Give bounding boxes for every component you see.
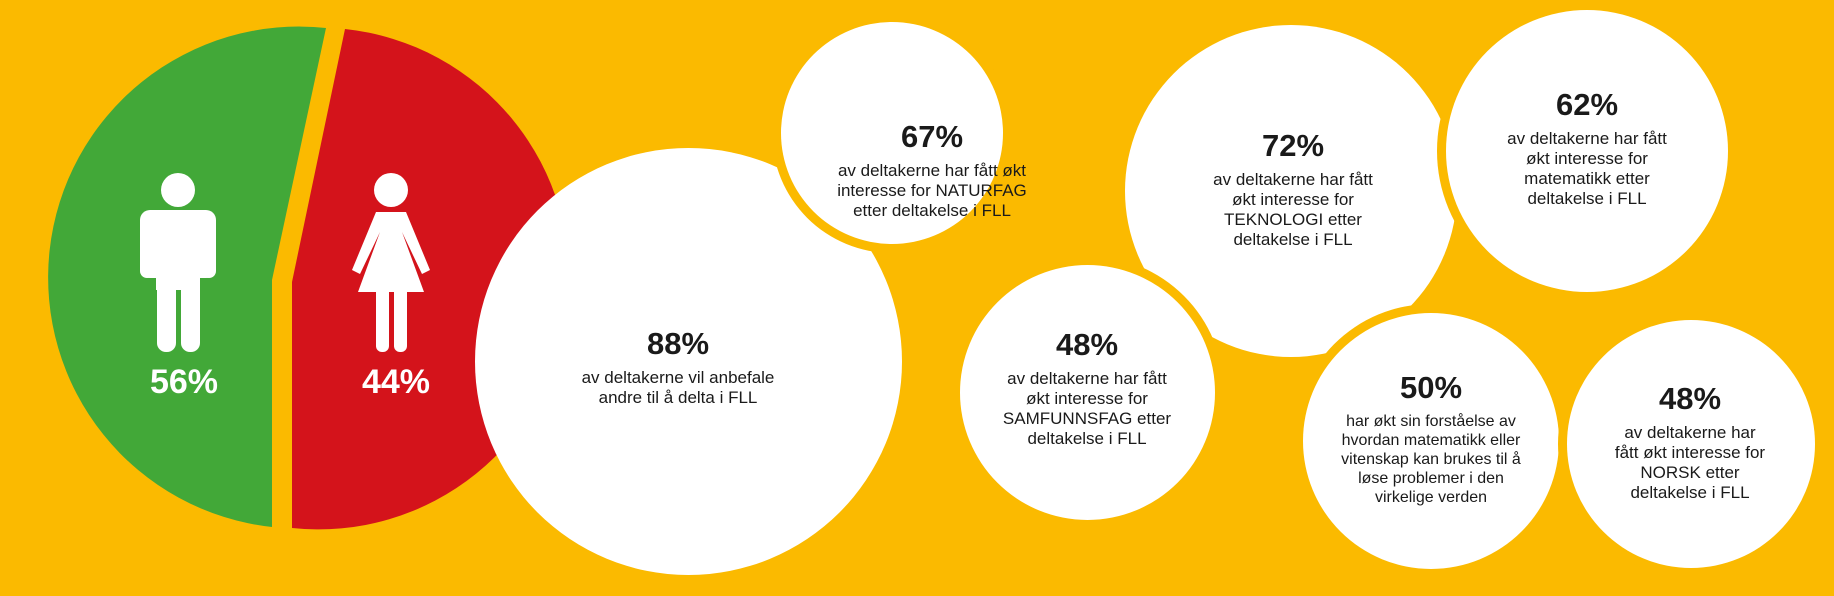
gender-pie-chart: 56% 44% bbox=[48, 26, 570, 530]
stat-description: av deltakerne har fått økt interesse for… bbox=[1213, 170, 1373, 249]
stat-percent: 88% bbox=[646, 326, 710, 361]
stat-percent: 48% bbox=[1658, 381, 1722, 416]
stat-matematikk: 62% av deltakerne har fått økt interesse… bbox=[1502, 87, 1672, 209]
stat-percent: 67% bbox=[900, 119, 964, 154]
stat-description: av deltakerne har fått økt interesse for… bbox=[1507, 129, 1667, 208]
stat-samfunnsfag: 48% av deltakerne har fått økt interesse… bbox=[997, 327, 1177, 449]
stat-percent: 62% bbox=[1555, 87, 1619, 122]
stat-bubble-norsk bbox=[1567, 320, 1815, 568]
female-person-icon bbox=[352, 173, 430, 352]
stat-teknologi: 72% av deltakerne har fått økt interesse… bbox=[1205, 128, 1381, 250]
stat-description: har økt sin forståelse av hvordan matema… bbox=[1341, 413, 1521, 506]
stat-norsk: 48% av deltakerne har fått økt interesse… bbox=[1614, 381, 1766, 503]
stat-bubble-naturfag bbox=[781, 22, 1003, 244]
stat-percent: 72% bbox=[1261, 128, 1325, 163]
stat-description: av deltakerne vil anbefale andre til å d… bbox=[581, 368, 775, 407]
stat-bubble-forstaelse bbox=[1303, 313, 1559, 569]
stat-percent: 50% bbox=[1399, 370, 1463, 405]
male-person-icon bbox=[140, 173, 216, 352]
female-percent-label: 44% bbox=[362, 363, 430, 401]
stat-bubble-matematikk bbox=[1446, 10, 1728, 292]
stat-anbefale: 88% av deltakerne vil anbefale andre til… bbox=[568, 326, 788, 408]
stat-description: av deltakerne har fått økt interesse for… bbox=[1002, 369, 1172, 448]
stat-description: av deltakerne har fått økt interesse for… bbox=[1614, 423, 1766, 502]
stat-naturfag: 67% av deltakerne har fått økt interesse… bbox=[826, 119, 1038, 221]
male-percent-label: 56% bbox=[150, 363, 218, 401]
stat-forstaelse: 50% har økt sin forståelse av hvordan ma… bbox=[1333, 370, 1529, 507]
stat-description: av deltakerne har fått økt interesse for… bbox=[837, 161, 1027, 220]
stat-bubble-samfunnsfag bbox=[960, 265, 1215, 520]
stat-percent: 48% bbox=[1055, 327, 1119, 362]
stat-bubble-teknologi bbox=[1125, 25, 1457, 357]
